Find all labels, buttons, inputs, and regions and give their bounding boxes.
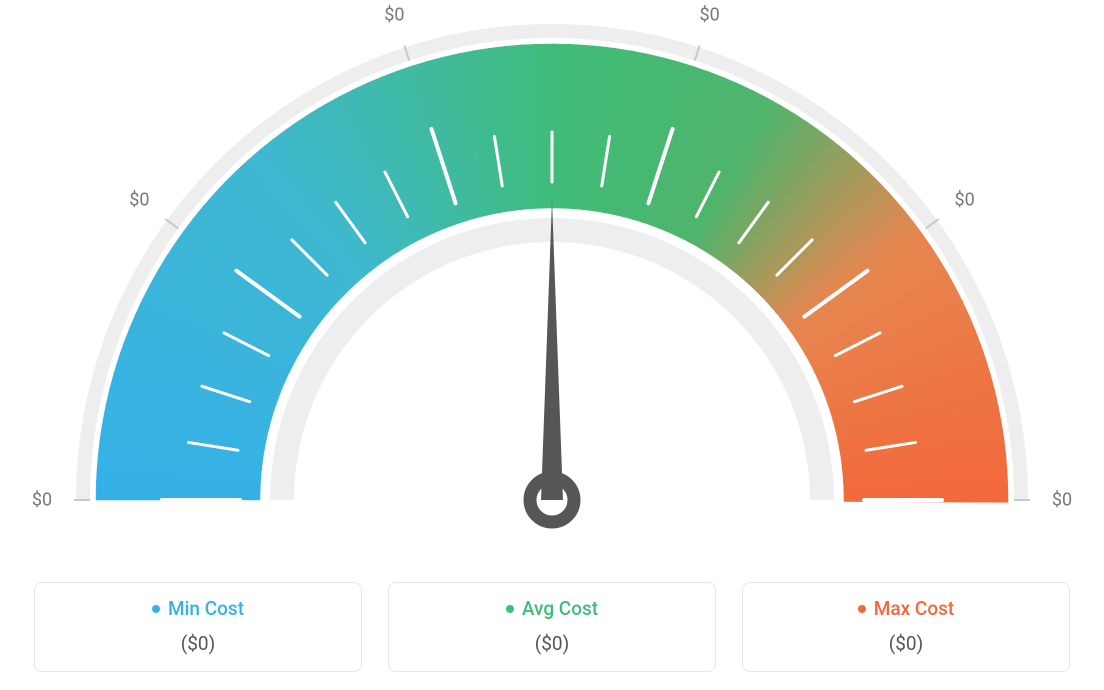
cost-gauge-chart: $0 $0 $0 $0 $0 $0 Min Cost ($0) Avg Cost ($0)… (0, 0, 1104, 690)
legend-dot-min (152, 605, 160, 613)
gauge-area: $0 $0 $0 $0 $0 $0 (0, 0, 1104, 560)
legend-card-min: Min Cost ($0) (34, 582, 362, 672)
legend-value-min: ($0) (45, 632, 351, 655)
legend-title-avg: Avg Cost (506, 597, 598, 620)
gauge-tick-label: $0 (1052, 490, 1072, 511)
legend-dot-max (858, 605, 866, 613)
legend-value-max: ($0) (753, 632, 1059, 655)
legend-dot-avg (506, 605, 514, 613)
legend-row: Min Cost ($0) Avg Cost ($0) Max Cost ($0… (34, 582, 1070, 672)
gauge-tick-label: $0 (129, 190, 149, 211)
gauge-tick-label: $0 (699, 4, 719, 25)
gauge-tick-label: $0 (954, 190, 974, 211)
legend-title-min: Min Cost (152, 597, 244, 620)
legend-card-avg: Avg Cost ($0) (388, 582, 716, 672)
legend-value-avg: ($0) (399, 632, 705, 655)
gauge-svg (0, 0, 1104, 560)
legend-label-avg: Avg Cost (522, 597, 598, 620)
legend-card-max: Max Cost ($0) (742, 582, 1070, 672)
gauge-tick-label: $0 (32, 490, 52, 511)
legend-title-max: Max Cost (858, 597, 954, 620)
legend-label-min: Min Cost (168, 597, 244, 620)
gauge-tick-label: $0 (384, 4, 404, 25)
legend-label-max: Max Cost (874, 597, 954, 620)
